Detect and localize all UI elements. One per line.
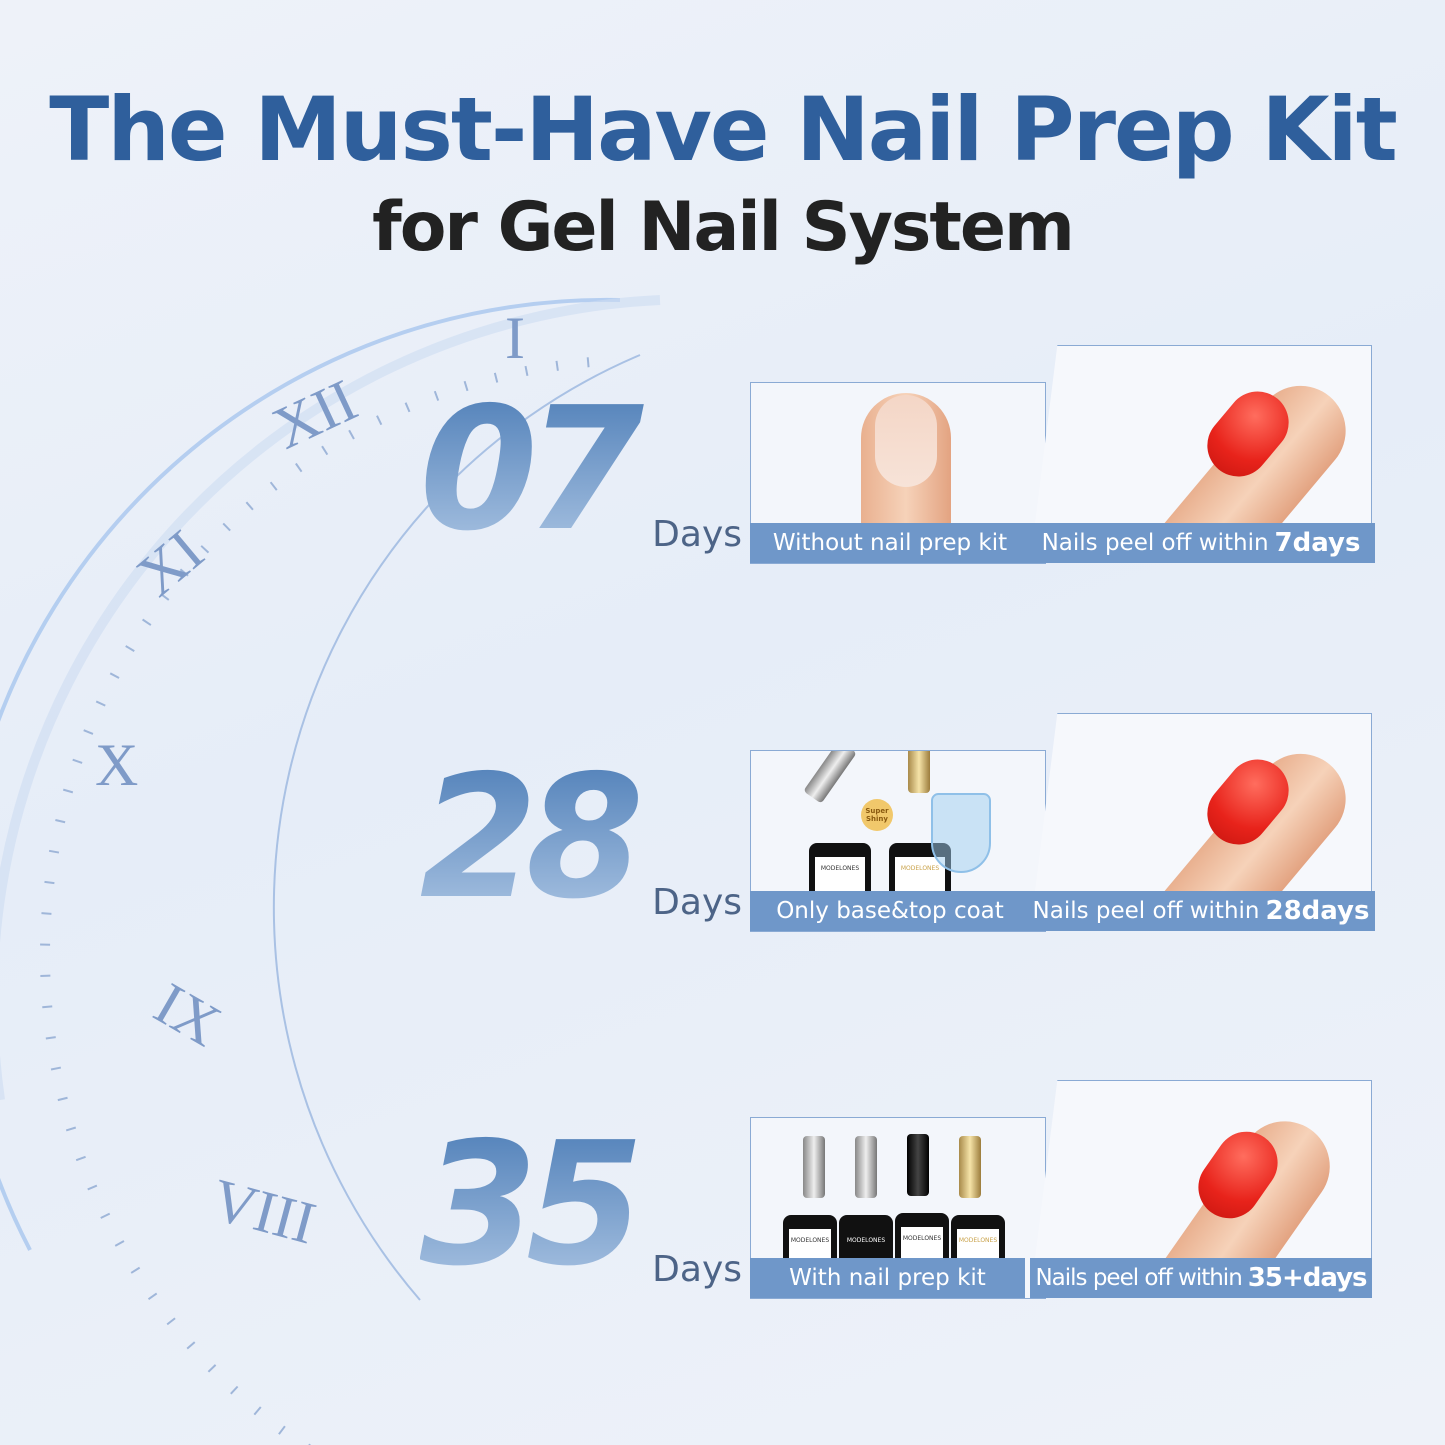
- clock-tick: [147, 1292, 158, 1300]
- comparison-row-35-days: 35 Days MODELONES MODELONES MODELONES MO…: [0, 1080, 1445, 1320]
- clock-tick: [45, 1036, 56, 1040]
- result-emphasis: 7days: [1274, 528, 1361, 558]
- clock-tick: [57, 1096, 68, 1102]
- page-title: The Must-Have Nail Prep Kit: [49, 78, 1398, 181]
- clock-numeral: IX: [144, 970, 232, 1059]
- clock-tick: [109, 672, 120, 679]
- clock-tick: [433, 390, 440, 401]
- comparison-row-7-days: 07 Days Without nail prep kit Nails peel…: [0, 345, 1445, 585]
- clock-tick: [179, 568, 189, 577]
- clock-tick: [404, 402, 411, 413]
- clock-tick: [41, 912, 52, 915]
- clock-tick: [125, 645, 135, 652]
- result-text: Nails peel off within: [1035, 1265, 1242, 1291]
- page-subtitle: for Gel Nail System: [372, 188, 1075, 267]
- clock-tick: [253, 1406, 262, 1416]
- clock-numeral: X: [95, 732, 138, 798]
- days-group: 35 Days: [420, 1120, 742, 1290]
- clock-tick: [295, 462, 303, 473]
- clock-tick: [142, 618, 152, 626]
- days-number: 35: [420, 1120, 647, 1290]
- clock-tick: [586, 357, 590, 368]
- result-text: Nails peel off within: [1041, 530, 1269, 556]
- days-group: 07 Days: [420, 385, 742, 555]
- clock-tick: [75, 1155, 86, 1162]
- clock-tick: [72, 758, 83, 764]
- comparison-row-28-days: 28 Days MODELONES Super Shiny MODELONES …: [0, 713, 1445, 953]
- days-group: 28 Days: [420, 753, 742, 923]
- days-number: 28: [420, 753, 647, 923]
- clock-tick: [376, 415, 383, 426]
- clock-tick: [48, 849, 60, 854]
- clock-tick: [493, 372, 499, 383]
- clock-tick: [166, 1317, 176, 1326]
- clock-tick: [463, 380, 469, 392]
- clock-illustration: I XII XI X IX VIII: [0, 295, 661, 1445]
- clock-tick: [230, 1385, 239, 1395]
- clock-tick: [42, 1005, 53, 1009]
- clock-tick: [50, 1066, 62, 1071]
- clock-tick: [87, 1184, 98, 1191]
- days-label: Days: [652, 1249, 742, 1290]
- clock-tick: [245, 501, 254, 511]
- days-label: Days: [652, 882, 742, 923]
- result-emphasis: 35+days: [1247, 1263, 1368, 1293]
- clock-tick: [348, 429, 355, 440]
- shield-icon: [931, 793, 991, 873]
- clock-tick: [524, 365, 529, 377]
- clock-tick: [65, 1126, 77, 1132]
- clock-tick: [186, 1341, 196, 1350]
- clock-tick: [95, 700, 106, 707]
- clock-tick: [555, 360, 559, 371]
- clock-tick: [130, 1266, 141, 1274]
- days-number: 07: [420, 385, 647, 555]
- clock-tick: [278, 1425, 286, 1435]
- clock-tick: [55, 819, 66, 824]
- clock-tick: [83, 729, 94, 735]
- clock-tick: [114, 1240, 125, 1247]
- result-bar: Nails peel off within 28days: [1027, 891, 1375, 931]
- clock-tick: [200, 545, 210, 554]
- caption-bar: Without nail prep kit: [750, 523, 1030, 563]
- clock-tick: [222, 522, 231, 532]
- result-bar: Nails peel off within 7days: [1027, 523, 1375, 563]
- caption-bar: With nail prep kit: [750, 1258, 1025, 1298]
- clock-tick: [269, 481, 278, 491]
- clock-tick: [160, 593, 170, 601]
- clock-tick: [207, 1364, 217, 1373]
- result-text: Nails peel off within: [1032, 898, 1260, 924]
- super-shiny-badge: Super Shiny: [861, 799, 893, 831]
- result-bar: Nails peel off within 35+days: [1030, 1258, 1372, 1298]
- result-emphasis: 28days: [1265, 896, 1370, 926]
- clock-tick: [44, 880, 55, 885]
- clock-numeral: I: [505, 305, 525, 371]
- days-label: Days: [652, 514, 742, 555]
- clock-tick: [100, 1212, 111, 1219]
- caption-bar: Only base&top coat: [750, 891, 1030, 931]
- clock-tick: [321, 445, 329, 456]
- clock-tick: [62, 788, 74, 794]
